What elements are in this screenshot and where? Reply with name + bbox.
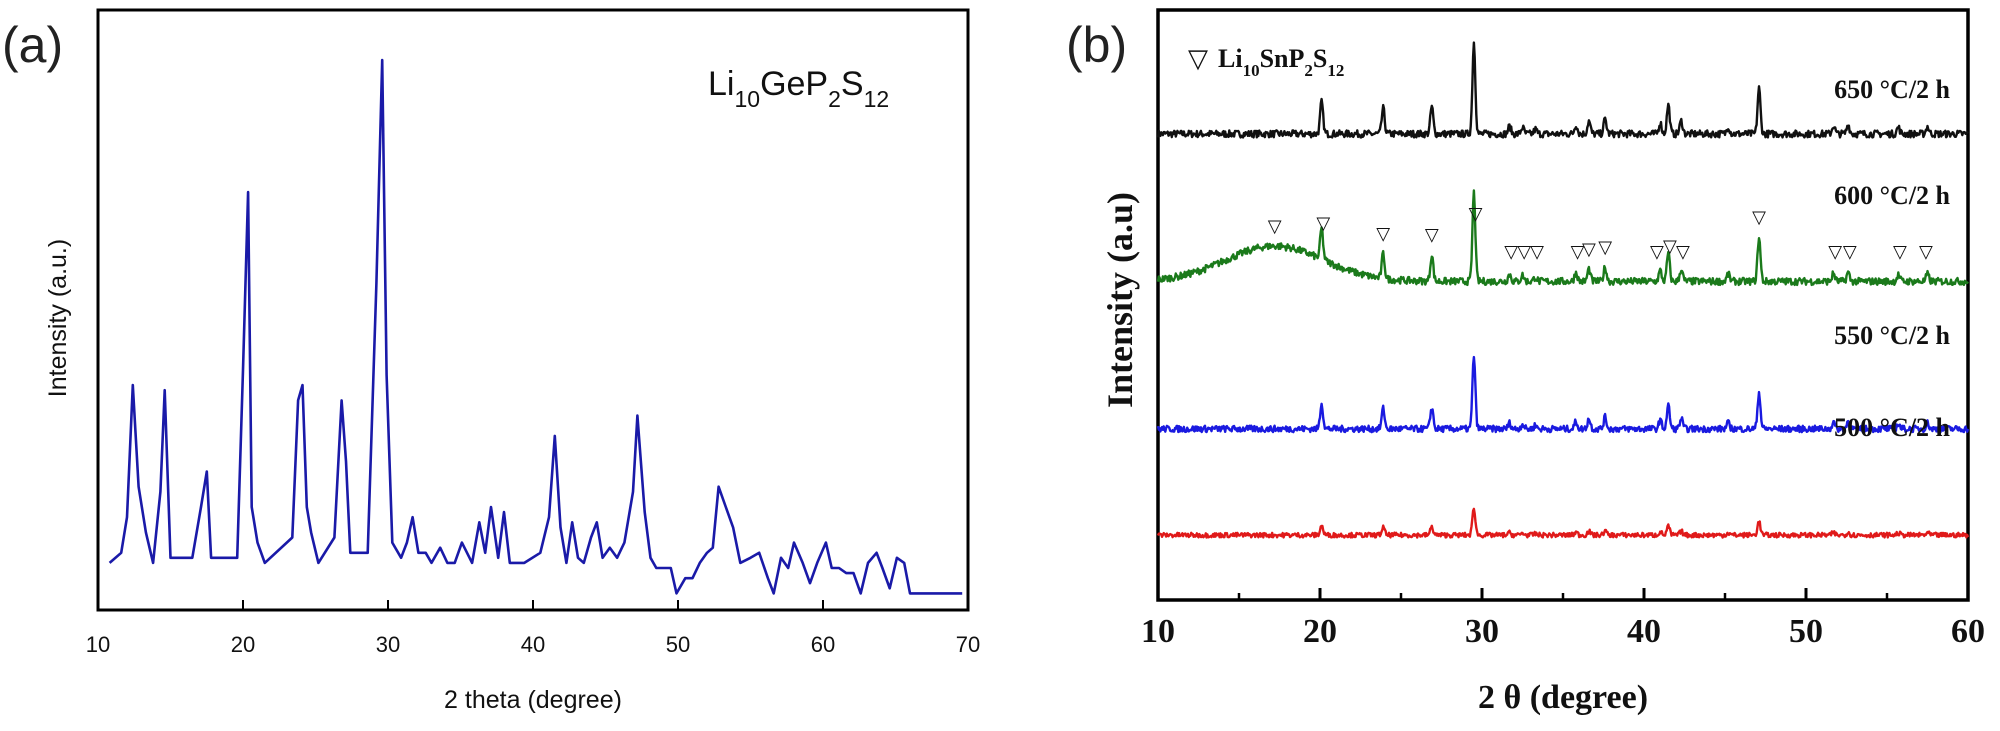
panel-b-legend-mid: SnP (1260, 44, 1305, 73)
panel-b-peak-marker: ▽ (1571, 241, 1585, 261)
panel-b-legend-sub3: 12 (1327, 61, 1344, 80)
panel-a-x-tick-label: 30 (376, 632, 400, 657)
panel-b-peak-marker: ▽ (1316, 213, 1330, 233)
panel-b-series-label-500: 500 °C/2 h (1834, 413, 1950, 442)
panel-a-x-tick-label: 10 (86, 632, 110, 657)
panel-b-peak-markers: ▽ ▽▽ ▽▽▽ ▽ ▽ ▽▽ ▽ ▽ ▽ ▽▽▽ ▽ ▽ ▽ (1268, 204, 1933, 262)
panel-b: (b) 10 20 30 40 50 60 ▽ ▽▽ ▽▽▽ ▽ ▽ ▽▽ ▽ ▽ ▽ ▽▽▽ ▽ ▽ ▽ ▽ Li… (1066, 8, 1985, 716)
panel-b-x-tick-label: 30 (1465, 613, 1499, 650)
panel-b-legend: ▽ Li10SnP2S12 (1188, 44, 1344, 80)
panel-a-compound-end: S (841, 65, 864, 103)
panel-a-x-tick-label: 60 (811, 632, 835, 657)
panel-a-compound-label: Li10GeP2S12 (708, 65, 889, 112)
panel-b-peak-marker: ▽ (1530, 241, 1544, 261)
panel-b-series-label-600: 600 °C/2 h (1834, 181, 1950, 210)
panel-b-series-line (1156, 507, 1970, 539)
panel-b-peak-marker: ▽ (1752, 207, 1766, 227)
panel-b-peak-marker: ▽ (1504, 241, 1518, 261)
panel-b-peak-marker: ▽ (1843, 241, 1857, 261)
panel-b-series-line (1156, 41, 1969, 139)
panel-b-peak-marker: ▽ (1376, 224, 1390, 244)
panel-b-peak-marker: ▽ (1268, 216, 1282, 236)
panel-a-x-tick-label: 70 (956, 632, 980, 657)
panel-b-series-label-550: 550 °C/2 h (1834, 321, 1950, 350)
panel-b-legend-sub1: 10 (1243, 61, 1260, 80)
panel-b-y-axis-label: Intensity (a.u) (1100, 192, 1140, 408)
panel-a-x-tick-label: 50 (666, 632, 690, 657)
panel-b-x-axis-label: 2 θ (degree) (1478, 679, 1648, 716)
panel-b-peak-marker: ▽ (1676, 241, 1690, 261)
panel-a-x-tick-label: 40 (521, 632, 545, 657)
panel-a-compound-sub2: 2 (828, 86, 841, 112)
panel-b-x-tick-label: 10 (1141, 613, 1175, 650)
panel-a-compound-base: Li (708, 65, 734, 103)
panel-b-x-tick-label: 60 (1951, 613, 1985, 650)
panel-b-peak-marker: ▽ (1582, 239, 1596, 259)
panel-b-x-tick-label: 20 (1303, 613, 1337, 650)
panel-a-y-axis-label: Intensity (a.u.) (44, 239, 72, 397)
panel-b-peak-marker: ▽ (1919, 241, 1933, 261)
panel-b-peak-marker: ▽ (1828, 241, 1842, 261)
panel-b-x-tick-label: 40 (1627, 613, 1661, 650)
panel-a-label: (a) (2, 17, 63, 73)
panel-b-legend-sub2: 2 (1304, 61, 1313, 80)
panel-a-x-axis-label: 2 theta (degree) (444, 686, 622, 714)
panel-b-series-label-650: 650 °C/2 h (1834, 75, 1950, 104)
panel-b-peak-marker: ▽ (1469, 204, 1483, 224)
panel-b-legend-base: Li (1218, 44, 1243, 73)
panel-a-compound-mid: GeP (760, 65, 828, 103)
panel-b-x-axis: 10 20 30 40 50 60 (1141, 588, 1985, 650)
panel-b-label: (b) (1066, 17, 1127, 73)
panel-b-series-line (1156, 355, 1970, 434)
panel-b-peak-marker: ▽ (1663, 236, 1677, 256)
panel-b-peak-marker: ▽ (1893, 241, 1907, 261)
panel-a-compound-sub3: 12 (864, 86, 890, 112)
panel-a-x-axis: 10 20 30 40 50 60 70 (86, 600, 980, 657)
panel-a: (a) 10 20 30 40 50 60 70 Li10GeP2S12 2 theta (… (2, 8, 980, 714)
panel-b-peak-marker: ▽ (1517, 241, 1531, 261)
panel-b-legend-end: S (1313, 44, 1327, 73)
panel-b-peak-marker: ▽ (1425, 225, 1439, 245)
panel-b-peak-marker: ▽ (1598, 237, 1612, 257)
panel-b-legend-marker: ▽ (1188, 44, 1208, 73)
panel-b-peak-marker: ▽ (1650, 241, 1664, 261)
panel-a-series-line (108, 58, 963, 595)
panel-a-compound-sub1: 10 (734, 86, 760, 112)
panel-a-x-tick-label: 20 (231, 632, 255, 657)
panel-b-series-group (1156, 41, 1970, 539)
panel-b-series-line (1156, 189, 1969, 287)
panel-b-x-tick-label: 50 (1789, 613, 1823, 650)
